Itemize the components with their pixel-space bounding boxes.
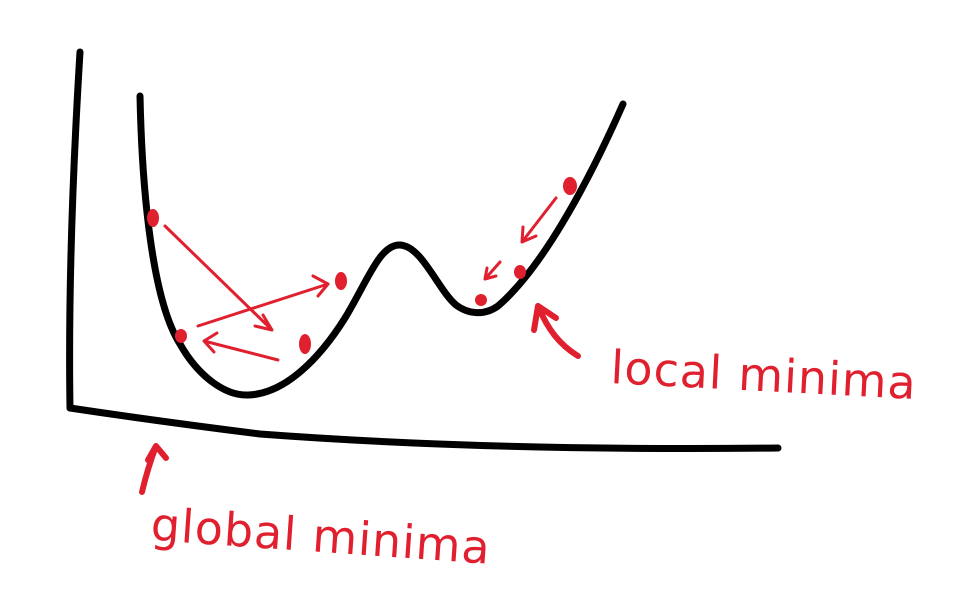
global-minima-label: global minima [149, 497, 492, 575]
step-arrow-5 [483, 260, 502, 281]
step-arrow-4 [520, 196, 558, 244]
descent-point [335, 272, 347, 290]
step-arrow-1 [163, 224, 274, 332]
descent-point [175, 329, 187, 343]
step-arrow-3 [202, 331, 280, 362]
descent-point [514, 265, 526, 279]
y-axis [66, 48, 84, 412]
descent-points [147, 177, 577, 354]
global-minima-pointer-arrow [139, 443, 169, 495]
local-minima-pointer-arrow [531, 303, 581, 359]
axes [66, 48, 782, 452]
step-arrow-2 [196, 274, 330, 328]
descent-point [475, 294, 487, 306]
loss-curve [136, 92, 627, 399]
descent-point [299, 334, 311, 354]
descent-arrows [139, 196, 581, 495]
descent-point [147, 209, 159, 227]
local-minima-label: local minima [609, 340, 918, 410]
x-axis [66, 404, 782, 452]
descent-point [563, 177, 577, 195]
